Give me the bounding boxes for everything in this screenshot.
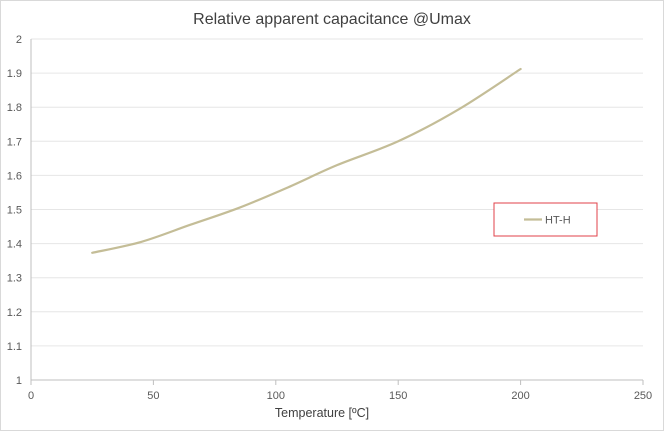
y-tick-label: 2 xyxy=(16,34,22,46)
x-tick-label: 100 xyxy=(267,390,285,402)
chart-title: Relative apparent capacitance @Umax xyxy=(193,11,471,28)
series-layer xyxy=(91,67,522,254)
x-tick-label: 200 xyxy=(511,390,529,402)
y-tick-label: 1.6 xyxy=(7,170,22,182)
legend-label: HT-H xyxy=(545,215,571,227)
y-tick-label: 1.8 xyxy=(7,102,22,114)
y-tick-label: 1.3 xyxy=(7,273,22,285)
series-line-ht-h xyxy=(91,67,522,254)
y-tick-label: 1.4 xyxy=(7,239,22,251)
x-axis-label: Temperature [ºC] xyxy=(275,406,369,420)
legend: HT-H xyxy=(493,202,598,237)
x-tick-label: 0 xyxy=(28,390,34,402)
axes xyxy=(30,39,644,385)
x-tick-label: 150 xyxy=(389,390,407,402)
x-tick-label: 250 xyxy=(634,390,652,402)
gridlines xyxy=(31,38,643,347)
y-tick-label: 1.5 xyxy=(7,205,22,217)
y-tick-label: 1.1 xyxy=(7,341,22,353)
y-tick-label: 1.7 xyxy=(7,136,22,148)
y-tick-label: 1 xyxy=(16,375,22,387)
x-tick-label: 50 xyxy=(147,390,159,402)
y-tick-labels: 1 1.1 1.2 1.3 1.4 1.5 1.6 1.7 1.8 1.9 2 xyxy=(7,34,22,387)
x-tick-labels: 0 50 100 150 200 250 xyxy=(28,390,652,402)
y-tick-label: 1.9 xyxy=(7,68,22,80)
y-tick-label: 1.2 xyxy=(7,307,22,319)
legend-box xyxy=(493,202,598,237)
